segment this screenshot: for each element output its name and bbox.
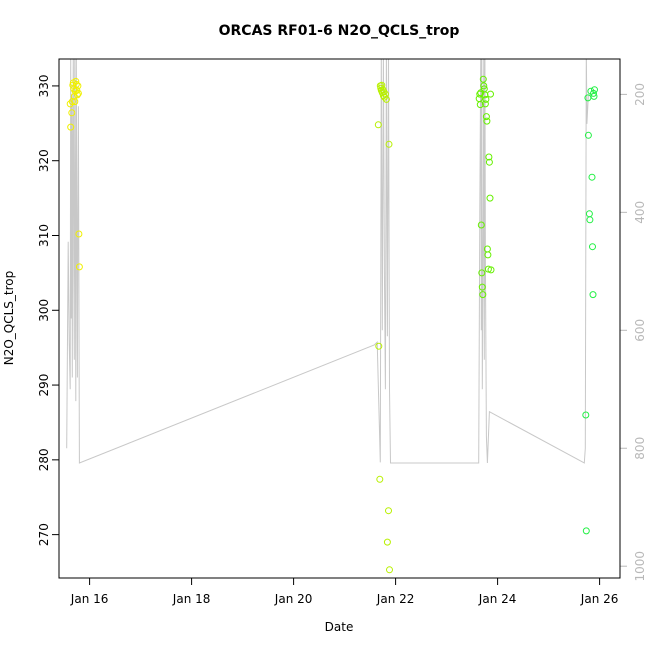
data-point-2-19: [485, 153, 493, 161]
altitude-layer: [66, 59, 589, 464]
data-point-2-4: [477, 221, 485, 229]
y2-tick-label-0: 200: [633, 83, 647, 106]
data-point-2-14: [482, 113, 490, 121]
data-point-1-0: [374, 121, 382, 129]
data-point-1-14: [383, 538, 391, 546]
data-point-2-2: [476, 101, 484, 109]
data-point-2-1: [476, 90, 484, 98]
data-point-2-3: [477, 89, 485, 97]
data-point-3-5: [586, 216, 594, 224]
y2-tick-label-4: 1000: [633, 551, 647, 582]
data-point-0-13: [73, 91, 81, 99]
data-point-1-16: [385, 140, 393, 148]
y2-tick-label-1: 400: [633, 201, 647, 224]
data-point-1-11: [380, 93, 388, 101]
x-tick-label-0: Jan 16: [70, 592, 109, 606]
y-tick-label-4: 310: [37, 224, 51, 247]
data-point-1-2: [376, 475, 384, 483]
data-point-0-15: [74, 89, 82, 97]
data-point-3-0: [582, 411, 590, 419]
x-tick-label-3: Jan 22: [376, 592, 415, 606]
data-point-3-3: [584, 131, 592, 139]
data-point-1-15: [385, 507, 392, 515]
data-point-2-15: [483, 117, 491, 125]
data-point-3-8: [589, 243, 596, 251]
data-point-1-1: [375, 342, 383, 350]
data-point-3-1: [582, 527, 590, 535]
data-point-0-14: [74, 82, 82, 90]
data-point-0-16: [75, 230, 83, 238]
y-tick-label-0: 270: [37, 523, 51, 546]
data-point-2-21: [486, 194, 494, 202]
data-point-2-13: [482, 95, 490, 103]
data-point-0-2: [68, 109, 76, 117]
x-axis-label: Date: [325, 620, 354, 634]
data-point-0-17: [75, 263, 83, 271]
points-layer: [66, 75, 598, 574]
y-tick-label-6: 330: [37, 74, 51, 97]
altitude-line: [66, 59, 589, 464]
data-point-2-7: [479, 291, 487, 299]
y-tick-label-1: 280: [37, 448, 51, 471]
data-point-0-8: [71, 98, 79, 106]
data-point-1-17: [386, 566, 393, 574]
data-point-1-6: [378, 81, 386, 89]
data-point-2-23: [487, 266, 495, 274]
chart-title: ORCAS RF01-6 N2O_QCLS_trop: [219, 23, 460, 39]
plot-frame: [58, 58, 621, 579]
data-point-0-10: [72, 77, 80, 85]
data-point-1-12: [381, 90, 389, 98]
x-tick-label-4: Jan 24: [478, 592, 517, 606]
data-point-2-8: [479, 75, 487, 83]
y-axis-label: N2O_QCLS_trop: [2, 271, 16, 366]
x-tick-label-5: Jan 26: [580, 592, 619, 606]
data-point-3-12: [591, 86, 598, 94]
data-point-1-13: [382, 95, 390, 103]
data-point-3-11: [590, 92, 598, 100]
data-point-3-7: [588, 173, 596, 181]
data-point-3-4: [585, 210, 593, 218]
y-tick-label-3: 300: [37, 299, 51, 322]
data-point-2-12: [481, 100, 489, 108]
y2-tick-label-2: 600: [633, 319, 647, 342]
y-tick-label-2: 290: [37, 374, 51, 397]
y2-tick-label-3: 800: [633, 437, 647, 460]
data-point-2-9: [480, 82, 488, 90]
data-point-2-22: [487, 90, 494, 98]
data-point-2-17: [484, 251, 492, 259]
data-point-2-20: [485, 158, 493, 166]
x-tick-label-1: Jan 18: [172, 592, 211, 606]
x-tick-label-2: Jan 20: [274, 592, 313, 606]
data-point-2-6: [478, 283, 486, 291]
y-tick-label-5: 320: [37, 149, 51, 172]
data-point-3-10: [590, 89, 597, 97]
axes-layer: Jan 16 Jan 18 Jan 20 Jan 22 Jan 24 Jan 26 270 2…: [37, 74, 647, 606]
data-point-0-1: [67, 123, 75, 131]
data-point-3-9: [589, 291, 597, 299]
data-point-2-5: [478, 269, 486, 277]
